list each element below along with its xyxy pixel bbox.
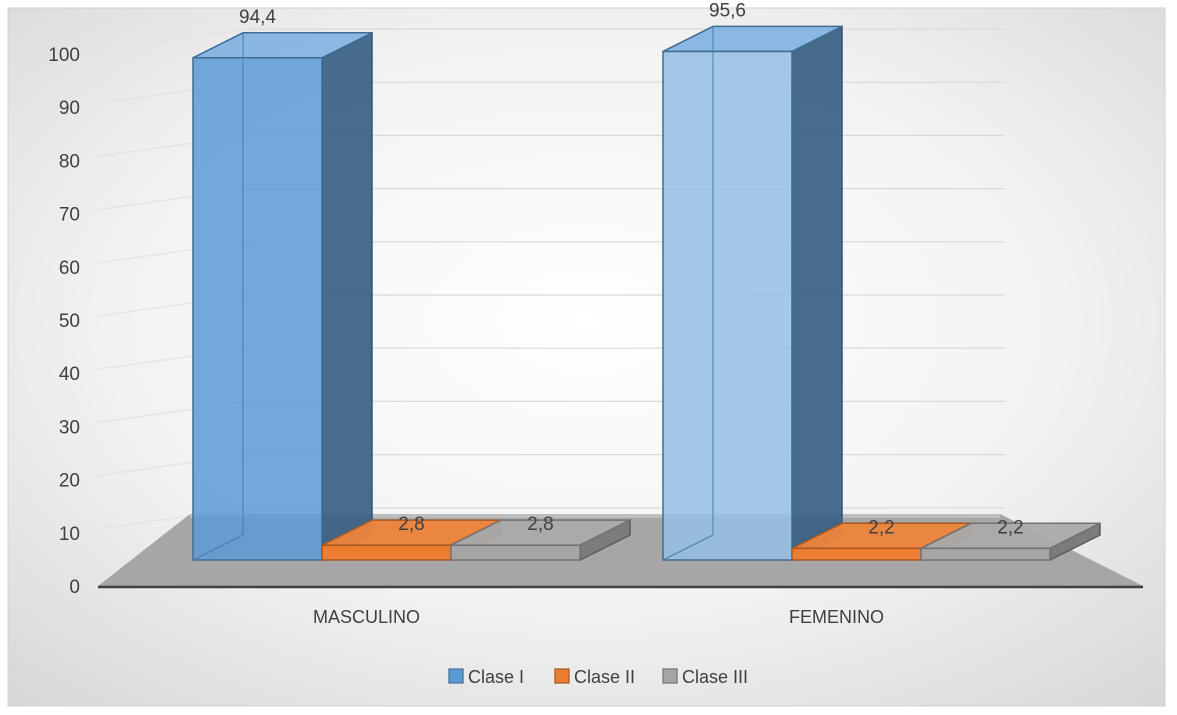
- x-tick-label: FEMENINO: [789, 607, 884, 627]
- bar-front: [321, 544, 452, 561]
- x-tick-label: MASCULINO: [313, 607, 420, 627]
- text-layer: 0 10 20 30 40 50 60 70 80 90 100 94,4 2,8 2,8 MASCULIN…: [48, 0, 1023, 627]
- legend-entry: Clase II: [574, 667, 635, 687]
- legend-swatch: [554, 668, 570, 684]
- y-tick-label: 90: [59, 98, 80, 119]
- bar-front: [920, 547, 1051, 561]
- y-tick-label: 80: [59, 151, 80, 172]
- legend: Clase I Clase II Clase III: [448, 667, 748, 687]
- y-tick-label: 50: [59, 311, 80, 332]
- y-tick-label: 70: [59, 205, 80, 226]
- y-tick-label: 30: [59, 417, 80, 438]
- gridline-diagonal: [97, 28, 249, 51]
- data-label: 2,8: [527, 514, 553, 535]
- bar-top: [662, 25, 843, 53]
- bar-top: [450, 519, 631, 546]
- legend-swatch: [448, 668, 464, 684]
- bar-top: [920, 522, 1101, 550]
- y-tick-label: 40: [59, 364, 80, 385]
- legend-swatch: [662, 668, 678, 684]
- bar-front: [662, 50, 793, 561]
- data-label: 2,2: [868, 517, 894, 538]
- y-tick-label: 0: [69, 577, 80, 598]
- bar-front: [192, 57, 323, 561]
- y-tick-label: 10: [59, 524, 80, 545]
- bar-top: [192, 32, 373, 59]
- data-label: 95,6: [709, 0, 746, 21]
- y-tick-label: 60: [59, 258, 80, 279]
- y-tick-label: 100: [48, 45, 80, 66]
- y-tick-label: 20: [59, 471, 80, 492]
- data-label: 2,2: [997, 517, 1023, 538]
- bar-inner-edge: [192, 534, 244, 561]
- data-label: 94,4: [239, 7, 276, 28]
- data-label: 2,8: [398, 514, 424, 535]
- bar-inner-edge: [662, 534, 714, 561]
- bar-side: [321, 31, 373, 562]
- bar-side: [791, 25, 843, 562]
- bar-front: [791, 547, 922, 561]
- legend-entry: Clase III: [682, 667, 748, 687]
- bar-front: [450, 544, 581, 561]
- bars: [192, 25, 1101, 562]
- legend-entry: Clase I: [468, 667, 524, 687]
